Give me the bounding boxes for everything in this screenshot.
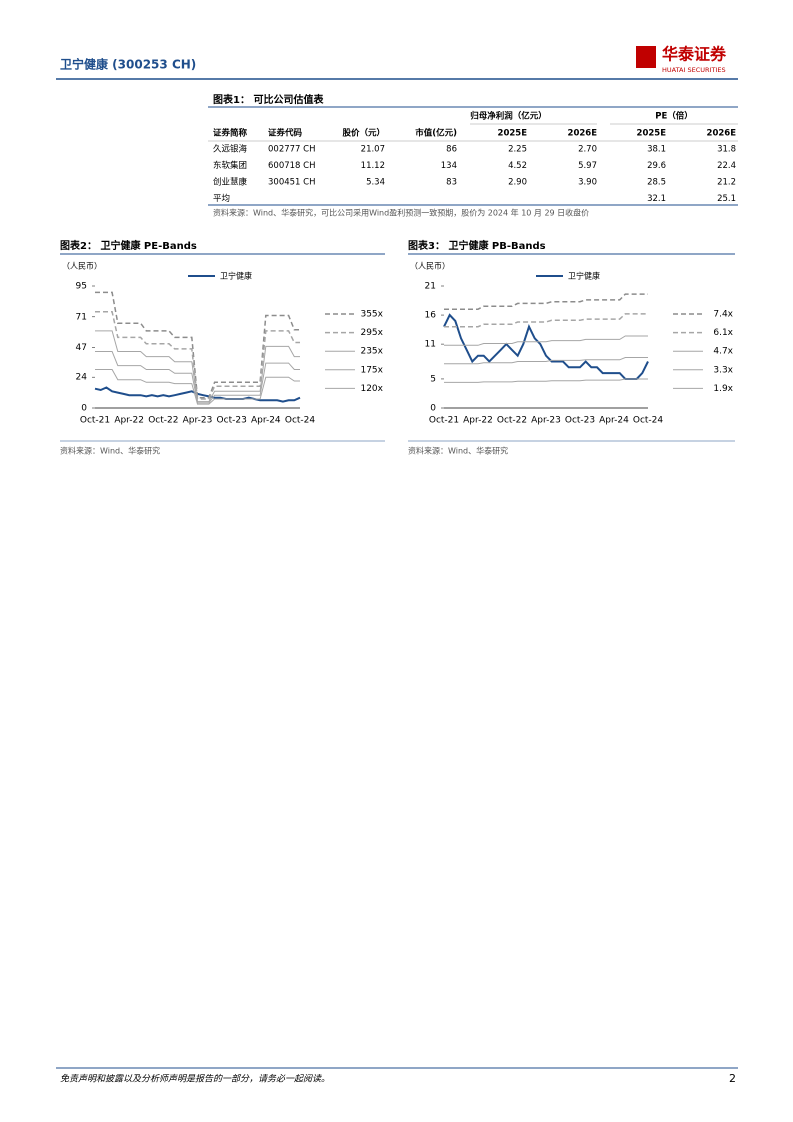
logo-icon: [636, 46, 656, 68]
table-title: 图表1： 可比公司估值表: [213, 93, 324, 106]
column-header: 2025E: [637, 129, 667, 139]
table-cell: 300451 CH: [268, 178, 315, 188]
x-tick-label: Oct-21: [429, 416, 459, 426]
table-cell: 2.70: [578, 145, 597, 155]
page-number: 2: [729, 1072, 736, 1085]
x-tick-label: Apr-24: [251, 416, 281, 426]
band-line: [444, 335, 648, 346]
y-tick-label: 47: [76, 343, 87, 353]
table-cell: 83: [446, 178, 457, 188]
x-tick-label: Oct-23: [565, 416, 595, 426]
logo-en: HUATAI SECURITIES: [662, 66, 726, 74]
x-tick-label: Apr-24: [599, 416, 629, 426]
column-header: 2026E: [568, 129, 598, 139]
band-line: [95, 291, 300, 399]
table-cell: 4.52: [508, 161, 527, 171]
band-label: 3.3x: [713, 365, 733, 375]
group-header: 归母净利润（亿元）: [470, 111, 547, 122]
band-label: 355x: [360, 310, 383, 320]
column-header: 2025E: [498, 129, 528, 139]
band-label: 235x: [360, 347, 383, 357]
logo-cn: 华泰证券: [662, 45, 727, 64]
table-cell: 600718 CH: [268, 161, 315, 171]
price-line: [443, 313, 649, 380]
band-label: 295x: [360, 328, 383, 338]
unit-label: （人民币）: [410, 262, 450, 271]
table-cell: 38.1: [647, 145, 666, 155]
table-cell: 3.90: [578, 178, 597, 188]
column-header: 证券代码: [268, 128, 303, 139]
y-tick-label: 95: [76, 282, 87, 292]
table-cell: 久远银海: [213, 144, 248, 155]
y-tick-label: 11: [425, 340, 436, 350]
x-tick-label: Apr-22: [463, 416, 493, 426]
chart-source: 资料来源：Wind、华泰研究: [408, 446, 508, 456]
unit-label: （人民币）: [62, 262, 102, 271]
table-cell: 29.6: [647, 161, 666, 171]
column-header: 市值(亿元): [415, 128, 457, 139]
band-line: [444, 378, 648, 383]
x-tick-label: Apr-23: [183, 416, 213, 426]
band-label: 175x: [360, 365, 383, 375]
y-tick-label: 16: [425, 311, 437, 321]
band-label: 6.1x: [713, 328, 733, 338]
band-label: 7.4x: [713, 310, 733, 320]
chart-title: 图表3： 卫宁健康 PB-Bands: [408, 239, 546, 252]
column-header: 2026E: [707, 129, 737, 139]
table-cell: 21.2: [717, 178, 736, 188]
band-line: [444, 357, 648, 365]
table-cell: 31.8: [717, 145, 736, 155]
x-tick-label: Apr-22: [114, 416, 144, 426]
y-tick-label: 0: [81, 404, 87, 414]
column-header: 股价（元）: [342, 128, 385, 139]
x-tick-label: Oct-23: [217, 416, 247, 426]
table-cell: 2.25: [508, 145, 527, 155]
table-cell: 22.4: [717, 161, 736, 171]
table-cell: 11.12: [361, 161, 385, 171]
table-cell: 创业慧康: [213, 177, 248, 188]
table-cell: 32.1: [647, 194, 666, 204]
x-tick-label: Oct-22: [497, 416, 527, 426]
table-cell: 东软集团: [213, 160, 247, 171]
y-tick-label: 21: [425, 282, 436, 292]
table-cell: 134: [441, 161, 457, 171]
band-line: [95, 369, 300, 405]
table-cell: 2.90: [508, 178, 527, 188]
band-line: [444, 313, 648, 328]
table-cell: 28.5: [647, 178, 666, 188]
band-label: 1.9x: [713, 384, 733, 394]
band-line: [444, 293, 648, 310]
table-cell: 5.97: [578, 161, 597, 171]
table-cell: 86: [446, 145, 457, 155]
column-header: 证券简称: [213, 128, 248, 139]
y-tick-label: 24: [76, 373, 88, 383]
y-tick-label: 71: [76, 312, 87, 322]
table-source: 资料来源：Wind、华泰研究，可比公司采用Wind盈利预测一致预期，股价为 20…: [213, 208, 589, 218]
table-cell: 25.1: [717, 194, 736, 204]
chart-source: 资料来源：Wind、华泰研究: [60, 446, 160, 456]
band-label: 120x: [360, 384, 383, 394]
chart-title: 图表2： 卫宁健康 PE-Bands: [60, 239, 197, 252]
report-title: 卫宁健康 (300253 CH): [60, 57, 196, 72]
table-cell: 21.07: [361, 145, 385, 155]
disclaimer: 免责声明和披露以及分析师声明是报告的一部分，请务必一起阅读。: [60, 1074, 330, 1085]
table-cell: 平均: [213, 193, 230, 204]
x-tick-label: Oct-22: [148, 416, 178, 426]
band-line: [95, 330, 300, 403]
legend-label: 卫宁健康: [568, 271, 600, 281]
band-label: 4.7x: [713, 347, 733, 357]
x-tick-label: Oct-21: [80, 416, 110, 426]
band-line: [95, 310, 300, 400]
table-cell: 002777 CH: [268, 145, 315, 155]
x-tick-label: Apr-23: [531, 416, 561, 426]
x-tick-label: Oct-24: [633, 416, 664, 426]
legend-label: 卫宁健康: [220, 271, 252, 281]
x-tick-label: Oct-24: [285, 416, 316, 426]
y-tick-label: 5: [430, 374, 436, 384]
group-header: PE（倍）: [655, 111, 693, 122]
table-cell: 5.34: [366, 178, 385, 188]
y-tick-label: 0: [430, 404, 436, 414]
